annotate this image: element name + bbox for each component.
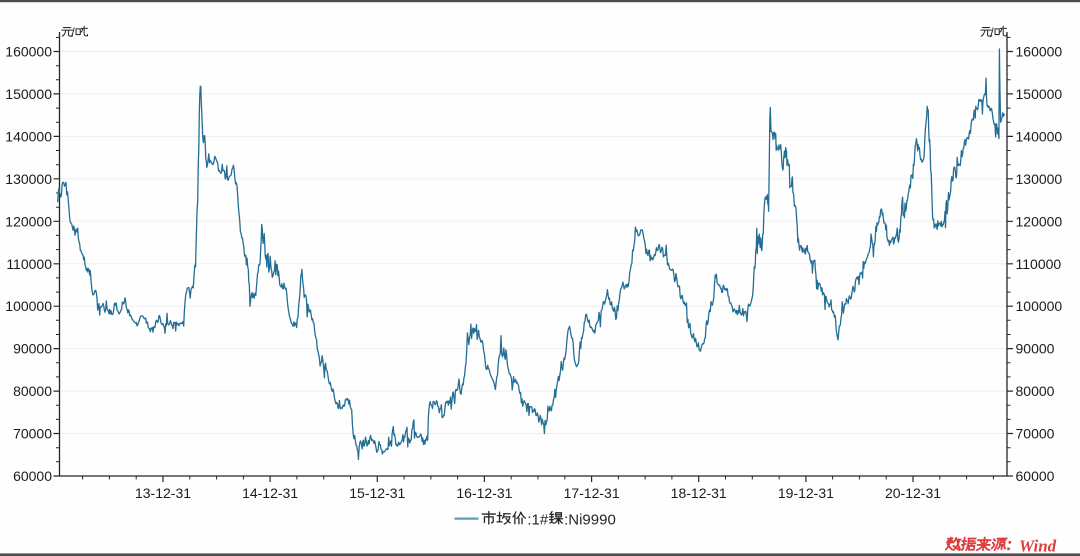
svg-text:60000: 60000 [13, 468, 52, 484]
svg-text:17-12-31: 17-12-31 [564, 485, 620, 501]
svg-text:19-12-31: 19-12-31 [778, 485, 834, 501]
svg-text:150000: 150000 [1016, 86, 1063, 102]
svg-text:13-12-31: 13-12-31 [135, 485, 191, 501]
svg-text:120000: 120000 [1016, 213, 1063, 229]
svg-text:70000: 70000 [13, 426, 52, 442]
svg-text:100000: 100000 [1016, 298, 1063, 314]
svg-text:100000: 100000 [5, 298, 52, 314]
svg-text:80000: 80000 [13, 383, 52, 399]
svg-text::Ni9990: :Ni9990 [564, 512, 616, 529]
svg-text:110000: 110000 [1016, 256, 1062, 272]
svg-text:80000: 80000 [1016, 383, 1055, 399]
svg-text:Wind: Wind [1019, 537, 1057, 556]
svg-text:110000: 110000 [6, 256, 52, 272]
svg-text:90000: 90000 [13, 341, 52, 357]
svg-text:140000: 140000 [5, 128, 52, 144]
svg-text:90000: 90000 [1016, 341, 1055, 357]
svg-text:160000: 160000 [5, 44, 52, 60]
svg-text:60000: 60000 [1016, 468, 1055, 484]
svg-text:14-12-31: 14-12-31 [242, 485, 298, 501]
svg-text:/: / [71, 26, 75, 40]
svg-text:70000: 70000 [1016, 426, 1055, 442]
svg-text:15-12-31: 15-12-31 [349, 485, 405, 501]
svg-text:140000: 140000 [1016, 128, 1063, 144]
svg-text:/: / [990, 26, 994, 40]
svg-text:150000: 150000 [5, 86, 52, 102]
svg-text:130000: 130000 [5, 171, 52, 187]
svg-text:120000: 120000 [5, 213, 52, 229]
svg-text:160000: 160000 [1016, 44, 1063, 60]
svg-text:130000: 130000 [1016, 171, 1063, 187]
svg-text::1#: :1# [527, 512, 549, 529]
svg-text:20-12-31: 20-12-31 [885, 485, 941, 501]
svg-text:18-12-31: 18-12-31 [671, 485, 727, 501]
svg-text:16-12-31: 16-12-31 [456, 485, 512, 501]
